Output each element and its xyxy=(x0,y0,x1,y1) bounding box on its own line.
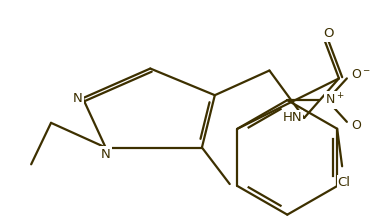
Text: O$^-$: O$^-$ xyxy=(351,68,371,81)
Text: Cl: Cl xyxy=(338,176,350,189)
Text: N: N xyxy=(101,148,111,161)
Text: N$^+$: N$^+$ xyxy=(325,92,345,108)
Text: O: O xyxy=(351,119,361,132)
Text: O: O xyxy=(324,28,334,40)
Text: HN: HN xyxy=(283,111,302,124)
Text: N: N xyxy=(73,92,83,105)
